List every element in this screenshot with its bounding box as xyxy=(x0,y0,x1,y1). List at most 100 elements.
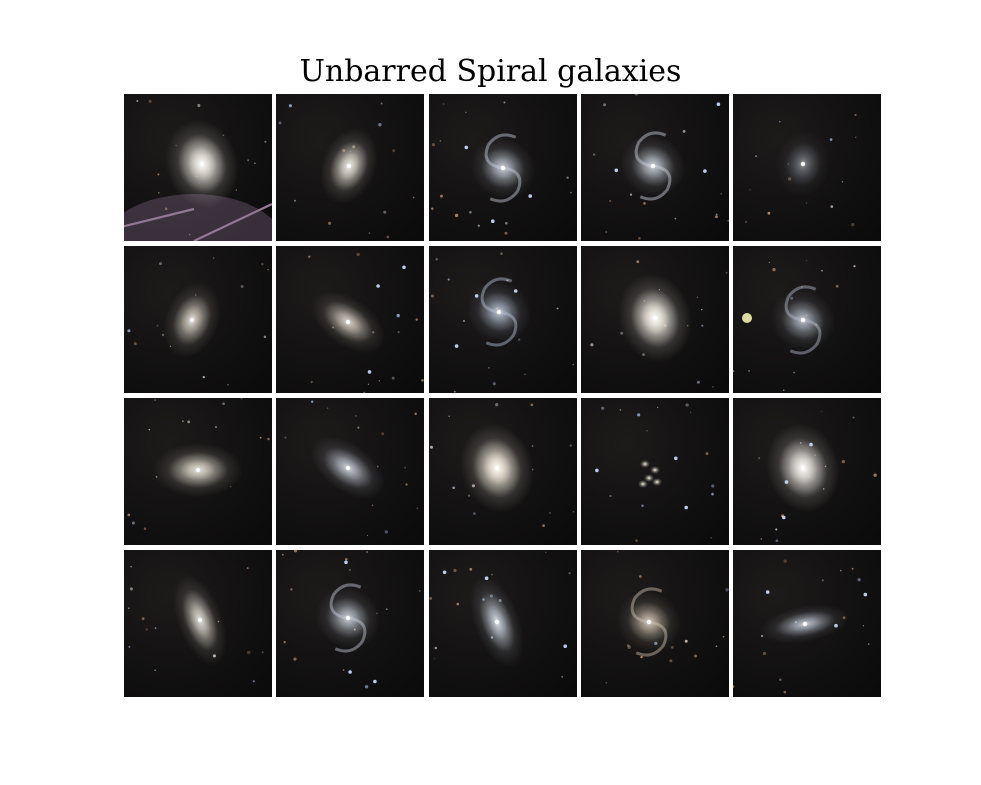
galaxy-core xyxy=(643,474,654,482)
background-star xyxy=(821,269,823,272)
background-star xyxy=(505,279,509,282)
galaxy-nucleus xyxy=(500,165,505,171)
background-star xyxy=(383,210,387,214)
galaxy-image xyxy=(757,410,877,543)
foreground-star xyxy=(716,102,720,106)
background-star xyxy=(372,504,374,506)
background-star xyxy=(419,589,421,592)
background-star xyxy=(130,565,132,568)
background-star xyxy=(674,217,676,220)
background-star xyxy=(767,211,771,215)
background-star xyxy=(821,579,824,582)
star-haze xyxy=(124,194,272,241)
background-star xyxy=(454,213,458,218)
galaxy-thumbnail xyxy=(124,94,272,241)
background-star xyxy=(629,193,632,196)
galaxy-thumbnail xyxy=(428,94,577,241)
background-star xyxy=(715,645,717,648)
background-star xyxy=(127,329,131,333)
background-star xyxy=(349,568,352,572)
background-star xyxy=(640,655,643,659)
galaxy-nucleus xyxy=(496,309,501,315)
galaxy-thumbnail xyxy=(733,246,881,393)
galaxy-image xyxy=(430,252,574,393)
background-star xyxy=(380,102,383,105)
background-star xyxy=(368,383,370,385)
background-star xyxy=(247,650,251,655)
background-star xyxy=(801,286,803,288)
background-star xyxy=(227,383,229,386)
background-star xyxy=(154,399,157,401)
background-star xyxy=(638,575,642,578)
background-star xyxy=(857,578,861,582)
foreground-star xyxy=(809,442,813,447)
galaxy-nucleus xyxy=(494,619,499,625)
background-star xyxy=(710,484,715,488)
background-star xyxy=(430,294,434,298)
galaxy-core xyxy=(649,466,660,474)
background-star xyxy=(608,199,611,203)
background-star xyxy=(468,210,472,214)
background-star xyxy=(560,675,563,678)
background-star xyxy=(161,333,165,337)
foreground-star xyxy=(464,145,468,150)
background-star xyxy=(222,402,225,406)
background-star xyxy=(569,444,572,447)
diffraction-spike xyxy=(124,207,195,228)
galaxy-nucleus xyxy=(652,315,657,321)
background-star xyxy=(541,524,545,527)
background-star xyxy=(779,678,782,681)
galaxy-image xyxy=(429,403,574,527)
background-star xyxy=(451,486,455,490)
galaxy-core xyxy=(637,480,648,488)
background-star xyxy=(145,628,148,631)
background-star xyxy=(235,189,238,191)
background-star xyxy=(487,366,490,369)
background-star xyxy=(467,494,470,497)
galaxy-thumbnail xyxy=(428,246,577,393)
background-star xyxy=(438,140,441,142)
background-star xyxy=(782,389,785,392)
background-star xyxy=(405,483,408,486)
background-star xyxy=(392,149,396,153)
foreground-star xyxy=(614,168,618,173)
background-star xyxy=(490,573,493,576)
background-star xyxy=(158,262,163,266)
foreground-star xyxy=(376,284,381,288)
background-star xyxy=(133,342,137,346)
background-star xyxy=(722,635,725,638)
galaxy-image xyxy=(605,550,729,684)
galaxy-thumbnail xyxy=(124,246,272,393)
background-star xyxy=(464,111,467,114)
galaxy-thumbnail xyxy=(428,550,577,697)
background-star xyxy=(188,233,191,236)
background-star xyxy=(357,426,360,429)
background-star xyxy=(710,537,712,539)
foreground-star xyxy=(402,265,407,270)
galaxy-nucleus xyxy=(346,319,351,325)
background-star xyxy=(345,558,348,561)
background-star xyxy=(749,189,751,191)
galaxy-thumbnail xyxy=(733,550,881,697)
spiral-arm xyxy=(630,587,663,624)
galaxy-nucleus xyxy=(800,465,806,471)
galaxy-image xyxy=(282,550,421,689)
background-star xyxy=(129,587,133,591)
background-star xyxy=(783,559,787,563)
galaxy-image xyxy=(127,398,270,531)
background-star xyxy=(247,159,250,162)
background-star xyxy=(841,459,845,464)
background-star xyxy=(263,335,267,339)
background-star xyxy=(634,539,638,542)
background-star xyxy=(472,512,476,515)
background-star xyxy=(342,669,345,671)
galaxy-nucleus xyxy=(346,465,351,471)
background-star xyxy=(154,669,156,672)
background-star xyxy=(820,410,823,413)
foreground-star xyxy=(367,370,372,374)
background-star xyxy=(793,371,795,374)
background-star xyxy=(685,403,689,407)
background-star xyxy=(246,567,249,570)
background-star xyxy=(727,219,729,222)
background-star xyxy=(462,320,465,322)
